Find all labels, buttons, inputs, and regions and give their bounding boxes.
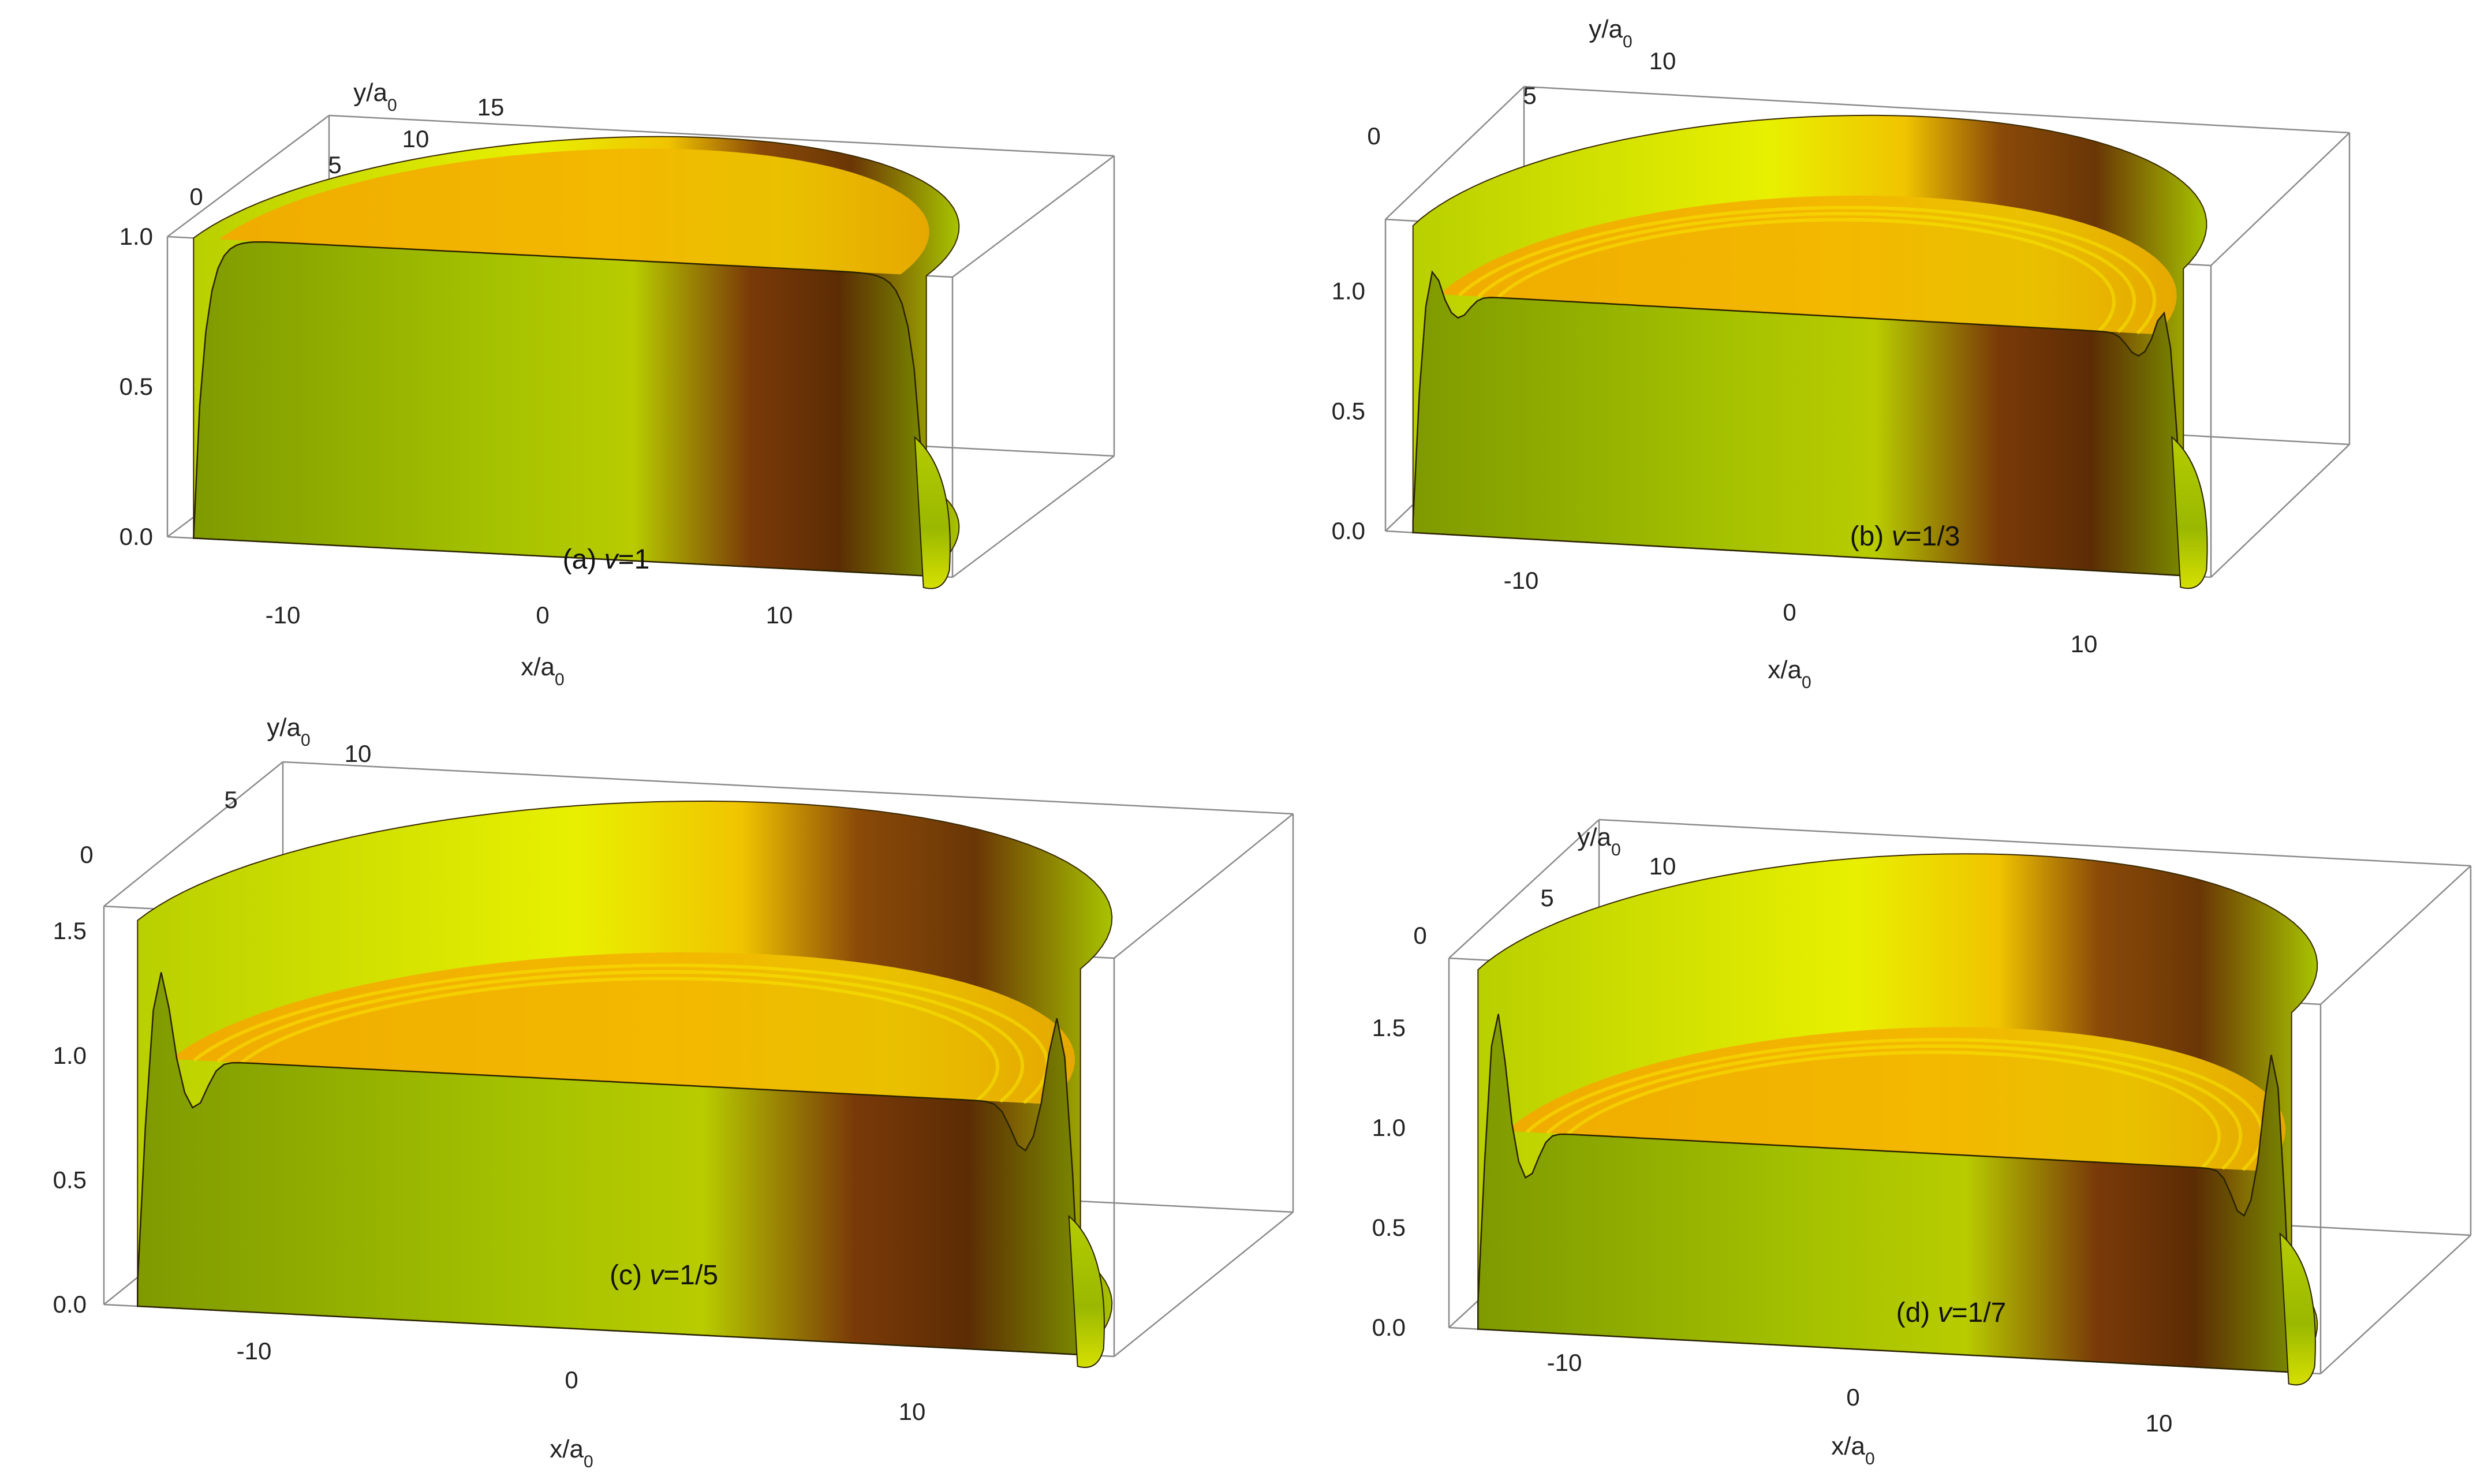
y-tick-label: 10 xyxy=(345,740,372,767)
z-tick-label: 1.5 xyxy=(53,917,87,944)
plateau-ripple xyxy=(216,970,1025,1103)
z-tick-label: 1.0 xyxy=(119,223,153,250)
y-tick-label: 10 xyxy=(1649,853,1676,880)
x-tick-label: 0 xyxy=(1783,599,1796,626)
plateau-ripple xyxy=(1458,205,2157,335)
z-tick-label: 0.5 xyxy=(1372,1214,1406,1241)
box-edge xyxy=(1448,819,1600,959)
surface-front-face xyxy=(192,241,928,577)
box-edge xyxy=(167,115,330,237)
z-tick-label: 0.5 xyxy=(1332,397,1365,424)
y-axis-label: y/a0 xyxy=(1577,823,1620,859)
plateau-ripple xyxy=(1496,218,2116,332)
y-tick-label: 5 xyxy=(1523,82,1536,109)
box-edge xyxy=(1523,85,2350,134)
z-tick-label: 1.0 xyxy=(1372,1114,1406,1141)
y-tick-label: 10 xyxy=(402,125,429,152)
y-tick-label: 0 xyxy=(80,841,93,868)
surface-plateau xyxy=(219,148,929,275)
y-axis-label: y/a0 xyxy=(353,79,397,115)
x-tick-label: -10 xyxy=(1504,567,1539,594)
y-axis-label: y/a0 xyxy=(267,713,310,750)
y-tick-label: 10 xyxy=(1649,47,1676,74)
surface-edge-tail xyxy=(914,436,951,589)
z-tick-label: 0.0 xyxy=(53,1291,87,1318)
box-edge xyxy=(1114,813,1294,959)
x-tick-label: -10 xyxy=(266,601,301,629)
panel-caption: (b) v=1/3 xyxy=(1850,521,1960,552)
plateau-ripple xyxy=(1477,212,2136,334)
x-axis-label: x/a0 xyxy=(1831,1432,1874,1468)
z-tick-label: 1.0 xyxy=(53,1042,87,1069)
y-tick-label: 5 xyxy=(1540,884,1553,911)
panel-4: 0.0 0.5 1.0 1.5 0 5 10 -10 0 10 y/a0 x/a0 (d) v=1/7 xyxy=(1372,818,2472,1468)
plateau-ripple xyxy=(1566,1051,2221,1169)
y-axis-label: y/a0 xyxy=(1589,15,1632,51)
panel-caption: (a) v=1 xyxy=(563,544,650,575)
y-tick-label: 0 xyxy=(1413,922,1426,949)
box-edge xyxy=(1385,86,1525,220)
x-tick-label: -10 xyxy=(1547,1349,1582,1376)
panel-caption: (c) v=1/5 xyxy=(610,1260,718,1291)
box-edge xyxy=(103,761,283,907)
x-tick-label: 0 xyxy=(1846,1384,1859,1411)
surface-edge-tail xyxy=(2279,1232,2316,1386)
z-tick-label: 0.0 xyxy=(1332,517,1365,544)
surface-edge-tail xyxy=(1068,1214,1105,1368)
z-tick-label: 0.5 xyxy=(119,373,153,400)
x-tick-label: 10 xyxy=(766,601,793,629)
y-tick-label: 0 xyxy=(1367,122,1380,149)
z-tick-label: 1.0 xyxy=(1332,278,1365,305)
plateau-ripple xyxy=(193,963,1049,1104)
box-edge xyxy=(2320,1235,2471,1374)
panel-3: 0.0 0.5 1.0 1.5 0 5 10 -10 0 10 y/a0 x/a0 (c) v=1/5 xyxy=(53,713,1294,1471)
box-edge xyxy=(952,155,1115,278)
surface-front-face xyxy=(1412,270,2184,577)
box-edge xyxy=(282,761,1294,815)
x-tick-label: 0 xyxy=(536,601,549,629)
x-tick-label: 10 xyxy=(2146,1410,2173,1437)
x-tick-label: 10 xyxy=(2071,630,2098,657)
x-tick-label: -10 xyxy=(237,1337,272,1365)
y-tick-label: 15 xyxy=(477,94,505,121)
z-tick-label: 1.5 xyxy=(1372,1014,1406,1041)
x-axis-label: x/a0 xyxy=(550,1435,593,1471)
y-tick-label: 5 xyxy=(328,151,341,178)
x-tick-label: 0 xyxy=(565,1366,578,1393)
box-edge xyxy=(952,455,1115,578)
plateau-ripple xyxy=(240,977,1000,1102)
x-tick-label: 10 xyxy=(899,1398,926,1425)
x-axis-label: x/a0 xyxy=(521,653,564,689)
z-tick-label: 0.0 xyxy=(1372,1314,1406,1341)
panel-2: 0.0 0.5 1.0 0 5 10 -10 0 10 y/a0 x/a0 (b) v=1/3 xyxy=(1332,15,2351,692)
surface-front-face xyxy=(137,972,1081,1356)
box-edge xyxy=(2320,865,2471,1005)
plateau-ripple xyxy=(1546,1044,2243,1171)
surface-front-face xyxy=(1477,1014,2292,1373)
panel-caption: (d) v=1/7 xyxy=(1896,1298,2007,1328)
box-edge xyxy=(2210,444,2350,578)
z-tick-label: 0.5 xyxy=(53,1166,87,1193)
y-tick-label: 5 xyxy=(224,786,237,813)
box-edge xyxy=(328,114,1115,157)
box-edge xyxy=(2210,132,2350,266)
box-edge xyxy=(1114,1212,1294,1357)
surface-edge-tail xyxy=(2171,436,2208,589)
box-edge xyxy=(1598,818,2471,867)
plateau-ripple xyxy=(1525,1038,2264,1172)
z-tick-label: 0.0 xyxy=(119,523,153,550)
x-axis-label: x/a0 xyxy=(1768,656,1811,692)
y-tick-label: 0 xyxy=(189,183,203,210)
